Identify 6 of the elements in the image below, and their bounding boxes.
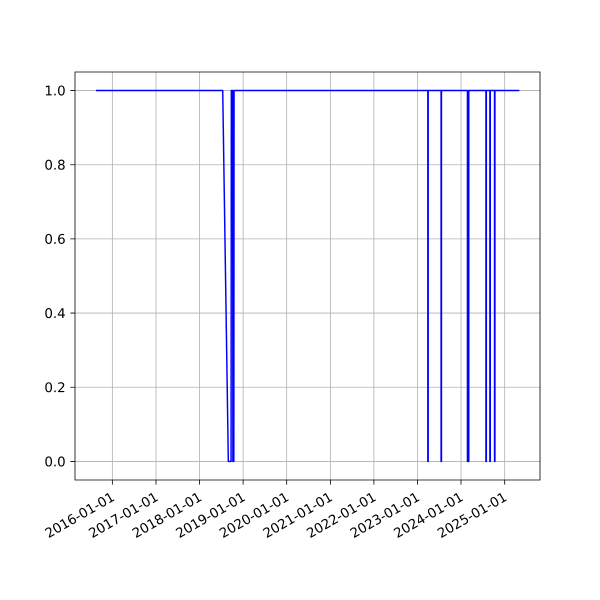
y-tick-label: 0.0 (45, 456, 65, 466)
y-tick-label: 0.2 (45, 382, 64, 392)
y-tick-label: 1.0 (46, 85, 65, 96)
y-tick-label: 0.4 (45, 308, 65, 318)
y-tick-label: 0.8 (45, 160, 65, 170)
y-tick-label: 0.6 (45, 234, 65, 244)
